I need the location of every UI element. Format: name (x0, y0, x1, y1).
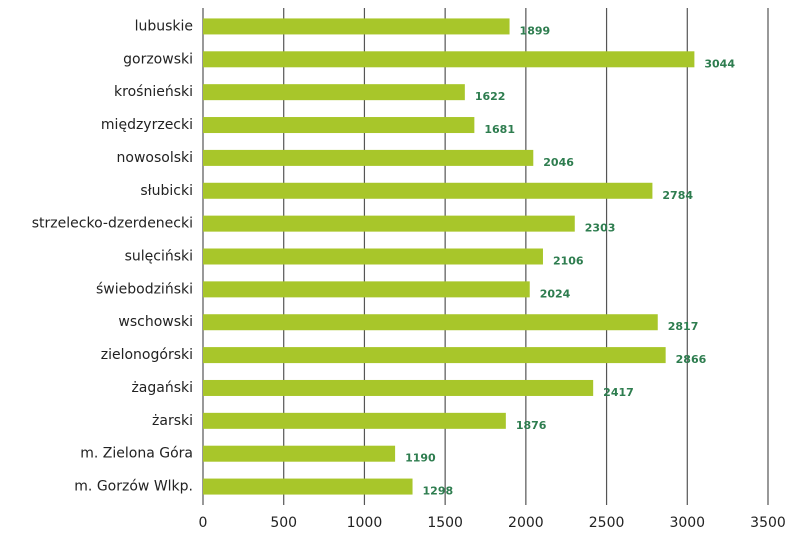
value-label: 2784 (662, 189, 693, 202)
y-tick-label: krośnieński (114, 84, 193, 100)
x-tick-label: 3000 (669, 515, 705, 531)
x-tick-label: 2000 (508, 515, 544, 531)
value-label: 1298 (423, 485, 454, 498)
bar (203, 314, 658, 331)
bar (203, 215, 575, 232)
bar (203, 149, 534, 166)
value-label: 2866 (676, 353, 707, 366)
y-tick-label: żarski (152, 413, 193, 429)
value-label: 1681 (484, 123, 515, 136)
x-tick-label: 1500 (427, 515, 463, 531)
y-tick-label: słubicki (140, 183, 193, 199)
bar (203, 248, 543, 265)
bar (203, 18, 510, 35)
bar (203, 478, 413, 495)
bar (203, 84, 465, 101)
y-tick-label: gorzowski (123, 51, 193, 67)
value-label: 1876 (516, 419, 547, 432)
value-label: 2417 (603, 386, 634, 399)
value-label: 1190 (405, 452, 436, 465)
value-label: 1899 (520, 24, 551, 37)
y-tick-label: m. Gorzów Wlkp. (74, 479, 193, 495)
x-tick-label: 1000 (347, 515, 383, 531)
x-tick-label: 3500 (750, 515, 786, 531)
x-tick-label: 500 (270, 515, 297, 531)
value-label: 2303 (585, 222, 616, 235)
y-tick-label: wschowski (118, 314, 193, 330)
y-tick-label: sulęciński (125, 249, 193, 265)
y-tick-label: zielonogórski (101, 347, 193, 363)
value-label: 3044 (704, 57, 735, 70)
bar (203, 281, 530, 298)
value-label: 2046 (543, 156, 574, 169)
bar (203, 182, 653, 199)
y-tick-label: świebodziński (96, 281, 193, 297)
bar (203, 412, 506, 429)
y-tick-label: m. Zielona Góra (80, 446, 193, 462)
value-label: 1622 (475, 90, 506, 103)
bar (203, 379, 594, 396)
y-tick-label: lubuskie (135, 18, 193, 34)
bar (203, 445, 396, 462)
value-label: 2817 (668, 320, 699, 333)
x-tick-label: 2500 (589, 515, 625, 531)
y-tick-label: żagański (131, 380, 193, 396)
x-tick-label: 0 (199, 515, 208, 531)
bar (203, 51, 695, 68)
value-label: 2024 (540, 287, 571, 300)
y-tick-label: nowosolski (117, 150, 194, 166)
y-tick-label: strzelecko-dzerdenecki (32, 216, 193, 232)
bar (203, 347, 666, 364)
bar (203, 117, 475, 134)
y-tick-label: międzyrzecki (101, 117, 193, 133)
value-label: 2106 (553, 255, 584, 268)
